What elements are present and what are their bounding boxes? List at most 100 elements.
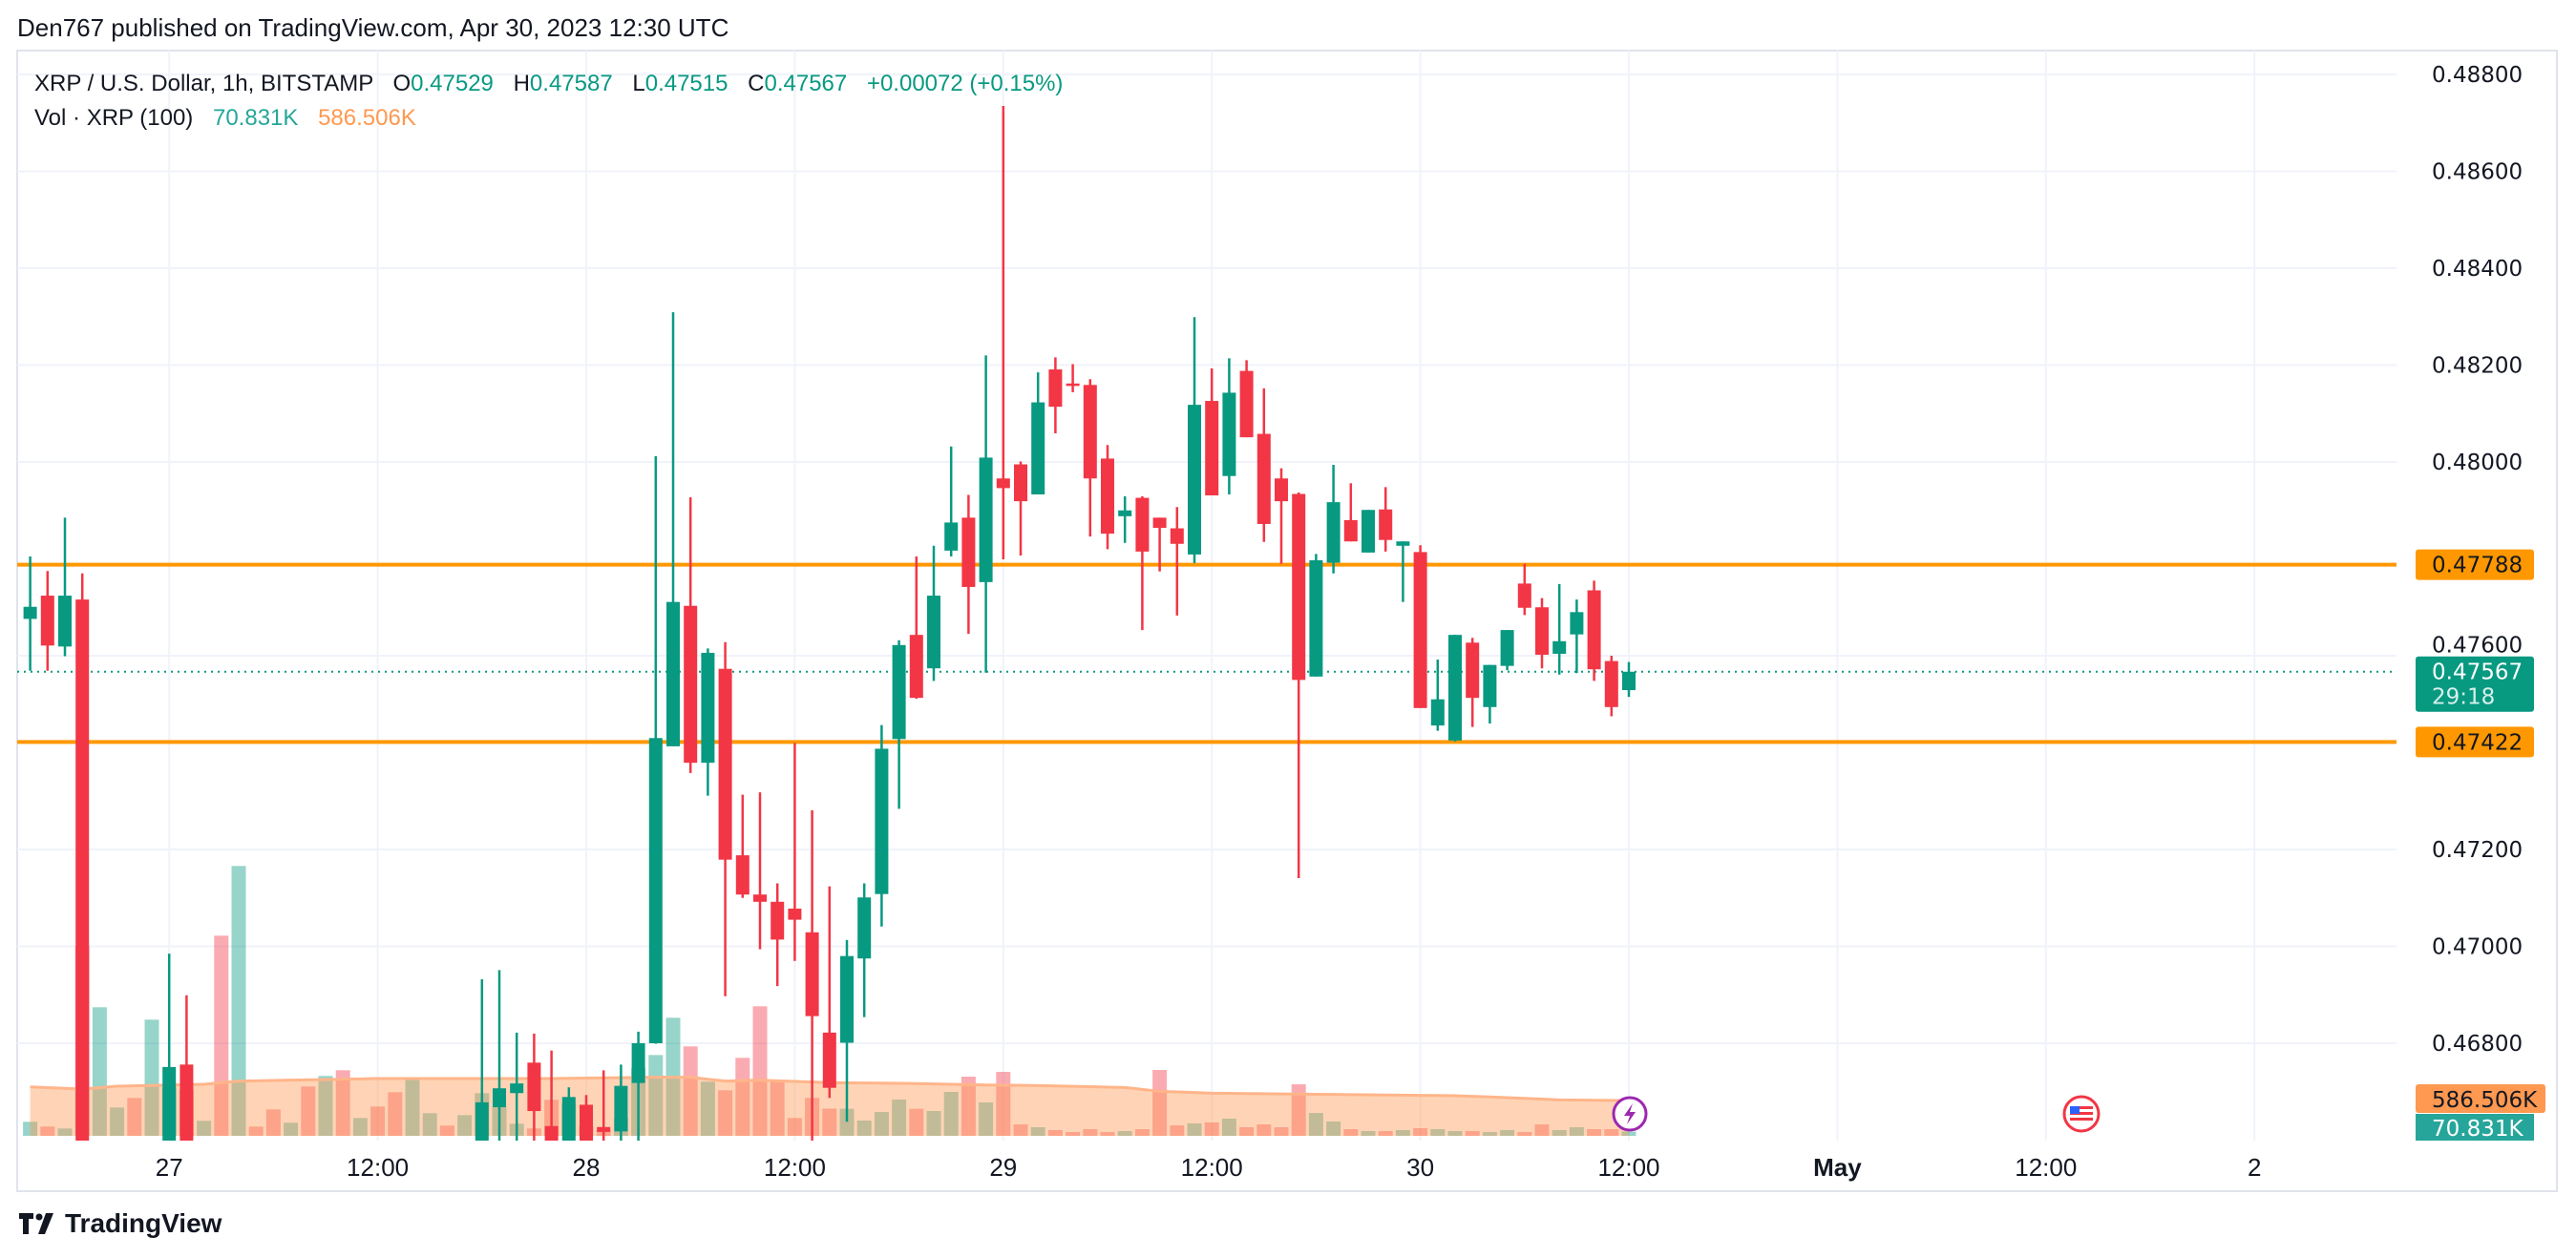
close-value: 0.47567 <box>764 71 848 96</box>
volume-bar <box>839 1108 855 1136</box>
volume-bar <box>683 1046 698 1136</box>
volume-bar <box>352 1118 368 1136</box>
volume-bar <box>1500 1130 1515 1136</box>
volume-bar <box>892 1100 907 1136</box>
volume-bar <box>1170 1125 1185 1136</box>
candle-body <box>1048 369 1063 408</box>
lightning-icon[interactable] <box>1612 1096 1648 1132</box>
volume-bar <box>1361 1131 1376 1136</box>
candle <box>23 556 37 671</box>
level-price-label: 0.47422 <box>2432 730 2523 755</box>
volume-label: 70.831K <box>2432 1117 2523 1142</box>
volume-bar <box>735 1058 750 1136</box>
volume-bar <box>926 1111 941 1136</box>
candle-body <box>58 596 72 647</box>
volume-bar <box>214 935 229 1136</box>
open-value: 0.47529 <box>411 71 494 96</box>
volume-bar <box>1465 1131 1480 1136</box>
candle <box>1205 368 1219 496</box>
candle-body <box>1222 392 1236 476</box>
candle <box>822 886 836 1099</box>
candle <box>1448 635 1462 742</box>
volume-bar <box>718 1090 733 1136</box>
candle-body <box>771 901 785 940</box>
candle <box>805 809 819 1141</box>
volume-bar <box>1534 1124 1550 1136</box>
candle <box>561 1087 576 1141</box>
x-tick-label: 27 <box>156 1153 183 1182</box>
candle-body <box>1552 640 1567 654</box>
support-resistance-lines[interactable] <box>17 562 2397 744</box>
candle-body <box>1500 630 1514 666</box>
candle-body <box>788 908 802 920</box>
volume-bar <box>265 1109 281 1136</box>
last-price-tag <box>2416 656 2534 712</box>
volume-bar <box>231 866 246 1136</box>
volume-bar <box>1013 1124 1028 1136</box>
candle <box>527 1033 541 1141</box>
volume-bar <box>40 1126 55 1136</box>
tradingview-logo[interactable]: TradingView <box>19 1208 222 1239</box>
candle-body <box>162 1066 177 1141</box>
candle <box>1570 599 1584 674</box>
us-flag-icon[interactable] <box>2062 1095 2101 1133</box>
legend-ohlc-row: XRP / U.S. Dollar, 1h, BITSTAMP O0.47529… <box>34 67 1063 101</box>
symbol-title[interactable]: XRP / U.S. Dollar, 1h, BITSTAMP <box>34 71 373 96</box>
volume-bar <box>1117 1131 1132 1136</box>
level-price-tag <box>2416 549 2534 580</box>
volume-bar <box>1552 1130 1567 1136</box>
x-tick-label: 29 <box>989 1153 1017 1182</box>
volume-title[interactable]: Vol · XRP (100) <box>34 105 194 131</box>
volume-bar <box>110 1107 125 1136</box>
volume-bar <box>1343 1128 1359 1136</box>
volume-bar <box>856 1120 872 1136</box>
candle <box>961 494 976 635</box>
candle <box>979 355 993 673</box>
candle-body <box>75 599 90 1141</box>
candle-body <box>40 596 54 646</box>
time-axis[interactable]: 27 12:00 28 12:00 29 12:00 30 12:00 May 12:00 2 <box>156 1153 2262 1182</box>
volume-bar <box>1308 1113 1323 1136</box>
volume-bar <box>874 1112 889 1136</box>
candle <box>1066 364 1080 392</box>
volume-ma-value: 586.506K <box>318 105 416 131</box>
candle-body <box>493 1088 506 1107</box>
candle-body <box>1587 590 1601 670</box>
candle <box>631 1031 645 1141</box>
candle <box>1587 580 1601 681</box>
volume-bar <box>370 1106 386 1136</box>
candles <box>23 105 1636 1141</box>
volume-bar <box>752 1006 768 1136</box>
candle <box>1362 510 1375 553</box>
candle <box>1048 357 1063 434</box>
chart-frame <box>16 50 2558 1192</box>
volume-bar <box>57 1128 73 1136</box>
candle <box>1379 487 1393 552</box>
candle <box>1604 656 1618 717</box>
candle <box>648 455 663 1044</box>
volume-bar <box>1569 1126 1584 1136</box>
candle <box>735 794 750 898</box>
candle-body <box>1622 671 1636 691</box>
candle-body <box>753 894 767 902</box>
close-label: C <box>748 71 765 96</box>
x-tick-label: 12:00 <box>1597 1153 1659 1182</box>
x-tick-label: 2 <box>2248 1153 2261 1182</box>
candle-body <box>927 596 940 669</box>
x-tick-label: 12:00 <box>764 1153 826 1182</box>
candle-body <box>580 1104 593 1141</box>
candle <box>996 105 1010 560</box>
price-axis[interactable]: 0.48800 0.48600 0.48400 0.48200 0.48000 0.476… <box>2432 63 2523 1057</box>
candle-body <box>718 668 732 860</box>
volume-bar <box>144 1019 159 1136</box>
candle <box>1430 660 1445 731</box>
candle <box>892 639 906 809</box>
volume-bar <box>1083 1128 1098 1136</box>
candle-body <box>544 1125 559 1141</box>
candle-body <box>996 478 1010 489</box>
low-label: L <box>632 71 645 96</box>
volume-bar <box>388 1092 403 1136</box>
candle <box>1083 379 1097 537</box>
